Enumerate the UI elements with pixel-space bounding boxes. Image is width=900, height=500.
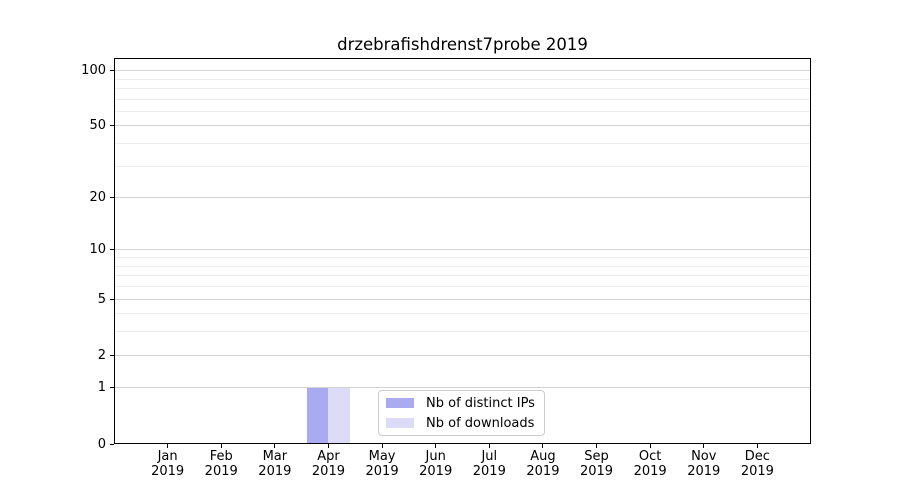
x-tick-year: 2019 [204, 464, 238, 479]
y-major-gridline [115, 298, 810, 300]
y-major-gridline [115, 249, 810, 251]
x-tick-month: Jun [425, 449, 446, 464]
x-tick-label: Nov 2019 [672, 449, 736, 479]
x-tick-mark [649, 444, 651, 448]
y-tick-label: 100 [81, 63, 106, 79]
y-tick-mark [110, 443, 114, 445]
x-tick-year: 2019 [526, 464, 560, 479]
bar-distinct-ips [307, 387, 329, 444]
x-tick-mark [542, 444, 544, 448]
x-tick-year: 2019 [151, 464, 185, 479]
legend-swatch [386, 398, 414, 408]
y-major-gridline [115, 70, 810, 72]
x-tick-year: 2019 [740, 464, 774, 479]
y-tick-label: 5 [97, 291, 106, 307]
x-tick-label: Mar 2019 [243, 449, 307, 479]
y-minor-gridline [115, 265, 810, 267]
x-tick-year: 2019 [472, 464, 506, 479]
x-tick-mark [274, 444, 276, 448]
x-tick-month: Nov [691, 449, 717, 464]
y-tick-label: 1 [97, 380, 106, 396]
y-tick-mark [110, 298, 114, 300]
x-tick-label: Apr 2019 [296, 449, 360, 479]
y-minor-gridline [115, 275, 810, 277]
x-tick-month: Sep [584, 449, 609, 464]
x-tick-year: 2019 [311, 464, 345, 479]
legend-item: Nb of downloads [386, 415, 544, 432]
x-tick-mark [381, 444, 383, 448]
x-tick-mark [327, 444, 329, 448]
y-minor-gridline [115, 143, 810, 145]
y-tick-mark [110, 387, 114, 389]
x-tick-label: Oct 2019 [618, 449, 682, 479]
y-tick-label: 50 [89, 118, 106, 134]
legend-label: Nb of distinct IPs [426, 395, 535, 411]
x-tick-mark [703, 444, 705, 448]
x-tick-month: Dec [744, 449, 770, 464]
x-tick-mark [596, 444, 598, 448]
x-tick-month: Aug [530, 449, 556, 464]
y-minor-gridline [115, 165, 810, 167]
y-tick-label: 2 [97, 347, 106, 363]
x-tick-month: Jul [481, 449, 498, 464]
y-minor-gridline [115, 78, 810, 80]
y-tick-mark [110, 70, 114, 72]
x-tick-label: Jan 2019 [136, 449, 200, 479]
legend: Nb of distinct IPs Nb of downloads [378, 390, 545, 436]
x-tick-mark [488, 444, 490, 448]
y-major-gridline [115, 387, 810, 389]
x-tick-month: Feb [209, 449, 233, 464]
y-tick-mark [110, 354, 114, 356]
x-tick-mark [167, 444, 169, 448]
x-tick-label: May 2019 [350, 449, 414, 479]
legend-swatch [386, 418, 414, 428]
y-tick-mark [110, 197, 114, 199]
y-tick-mark [110, 249, 114, 251]
y-major-gridline [115, 197, 810, 199]
x-tick-year: 2019 [419, 464, 453, 479]
x-tick-month: Oct [638, 449, 662, 464]
plot-area-border [114, 58, 811, 444]
y-tick-label: 20 [89, 190, 106, 206]
x-tick-label: Jun 2019 [404, 449, 468, 479]
x-tick-label: Feb 2019 [189, 449, 253, 479]
y-tick-label: 0 [97, 436, 106, 452]
legend-item: Nb of distinct IPs [386, 395, 544, 412]
x-tick-mark [756, 444, 758, 448]
y-minor-gridline [115, 257, 810, 259]
y-major-gridline [115, 125, 810, 127]
x-tick-label: Aug 2019 [511, 449, 575, 479]
x-tick-label: Jul 2019 [457, 449, 521, 479]
x-tick-mark [220, 444, 222, 448]
x-tick-year: 2019 [687, 464, 721, 479]
x-tick-month: Jan [157, 449, 178, 464]
x-tick-month: May [368, 449, 396, 464]
y-minor-gridline [115, 110, 810, 112]
legend-label: Nb of downloads [426, 415, 535, 431]
y-tick-label: 10 [89, 242, 106, 258]
bar-downloads [328, 387, 350, 444]
x-tick-label: Sep 2019 [565, 449, 629, 479]
y-minor-gridline [115, 286, 810, 288]
x-tick-year: 2019 [633, 464, 667, 479]
x-tick-mark [435, 444, 437, 448]
y-minor-gridline [115, 87, 810, 89]
chart-title: drzebrafishdrenst7probe 2019 [337, 35, 588, 54]
y-minor-gridline [115, 331, 810, 333]
x-tick-month: Mar [262, 449, 288, 464]
y-tick-mark [110, 125, 114, 127]
x-tick-year: 2019 [579, 464, 614, 479]
y-minor-gridline [115, 98, 810, 100]
x-tick-year: 2019 [258, 464, 292, 479]
y-major-gridline [115, 354, 810, 356]
x-tick-label: Dec 2019 [725, 449, 789, 479]
x-tick-month: Apr [317, 449, 340, 464]
y-minor-gridline [115, 313, 810, 315]
x-tick-year: 2019 [365, 464, 399, 479]
